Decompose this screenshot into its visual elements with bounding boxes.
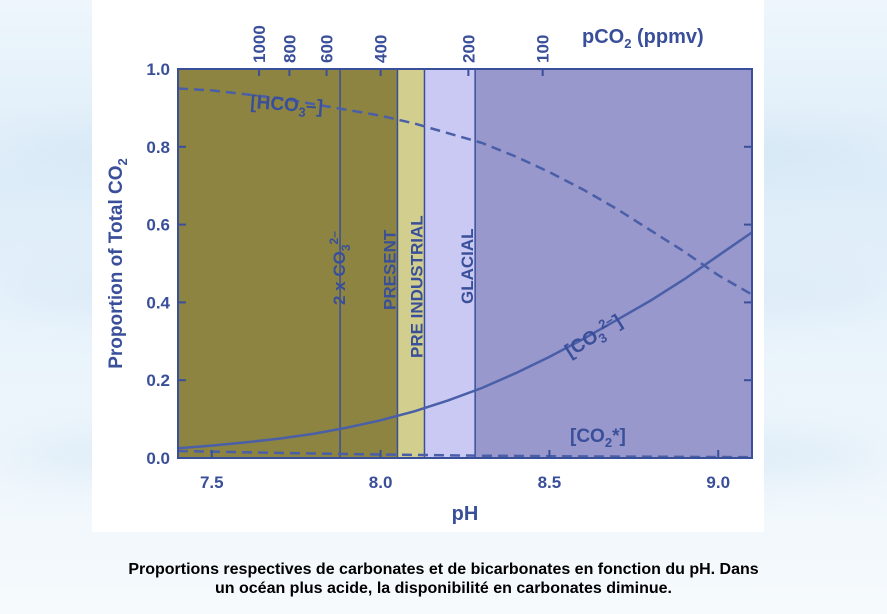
annotation-co2: [CO2*] [570,426,626,450]
plot-frame [177,68,753,459]
x-axis-title: pH [452,503,479,525]
region-band [178,69,398,458]
y-tick-label: 0.4 [146,293,170,312]
marker-label-present: PRESENT [380,229,399,310]
y-tick-label: 0.2 [146,371,170,390]
x-tick-label: 8.0 [369,473,393,492]
y-tick-label: 0.0 [146,449,170,468]
chart-svg: 0.0 0.2 0.4 0.6 0.8 1.0 7.5 8.0 8.5 9.0 1000 800 600… [106,25,753,525]
caption-line-1: Proportions respectives de carbonates et… [128,561,759,578]
region-band [397,69,425,458]
x-tick-label: 7.5 [200,473,224,492]
region-band [475,69,752,458]
top-tick-label: 400 [372,35,391,63]
marker-label-preindustrial: PRE INDUSTRIAL [407,215,426,358]
marker-label-glacial: GLACIAL [458,228,477,304]
top-tick-label: 600 [318,35,337,63]
series-co2-line [177,449,753,459]
top-tick-label: 200 [459,35,478,63]
y-tick-label: 0.6 [146,216,170,235]
y-tick-label: 0.8 [146,138,170,157]
chart-card: 0.0 0.2 0.4 0.6 0.8 1.0 7.5 8.0 8.5 9.0 1000 800 600… [92,0,764,532]
series-hco3-line [177,87,753,296]
annotation-hco3: [HCO3–] [249,92,323,121]
y-tick-label: 1.0 [146,60,170,79]
caption-line-2: un océan plus acide, la disponibilité en… [215,580,672,597]
marker-label-2xco3: 2 x CO32– [327,231,353,305]
top-tick-label: 1000 [250,25,269,63]
top-axis-title: pCO2 (ppmv) [582,26,704,51]
x-tick-label: 9.0 [706,473,730,492]
top-tick-label: 100 [534,35,553,63]
y-axis-title: Proportion of Total CO2 [106,158,130,369]
x-tick-label: 8.5 [538,473,562,492]
top-tick-label: 800 [280,35,299,63]
figure-caption: Proportions respectives de carbonates et… [0,560,887,598]
series-co3-line [177,231,753,450]
